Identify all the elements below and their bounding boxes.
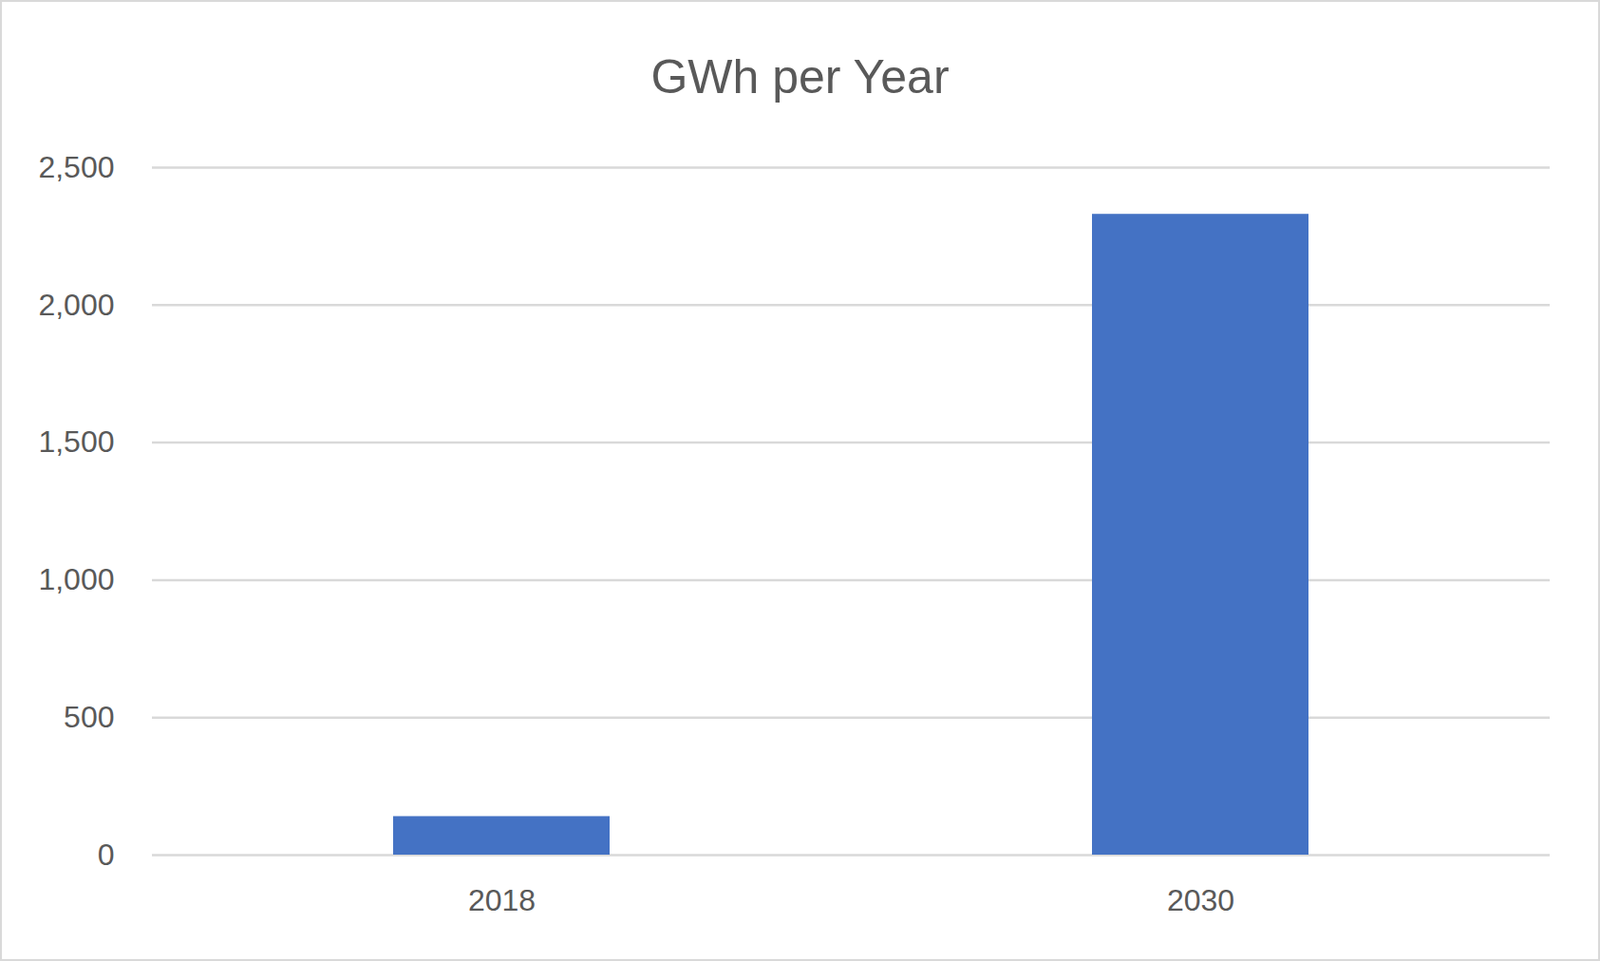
html-text:GWh per Year: GWh per Year (650, 50, 950, 104)
svg-text:2018: 2018 (468, 883, 536, 918)
svg-text:2030: 2030 (1167, 883, 1235, 918)
svg-text:1,500: 1,500 (37, 424, 114, 459)
svg-text:2,000: 2,000 (37, 287, 114, 322)
svg-text:500: 500 (63, 699, 114, 735)
svg-text:1,000: 1,000 (37, 562, 114, 597)
svg-text:2,500: 2,500 (37, 150, 114, 185)
svg-text:0: 0 (97, 837, 115, 872)
